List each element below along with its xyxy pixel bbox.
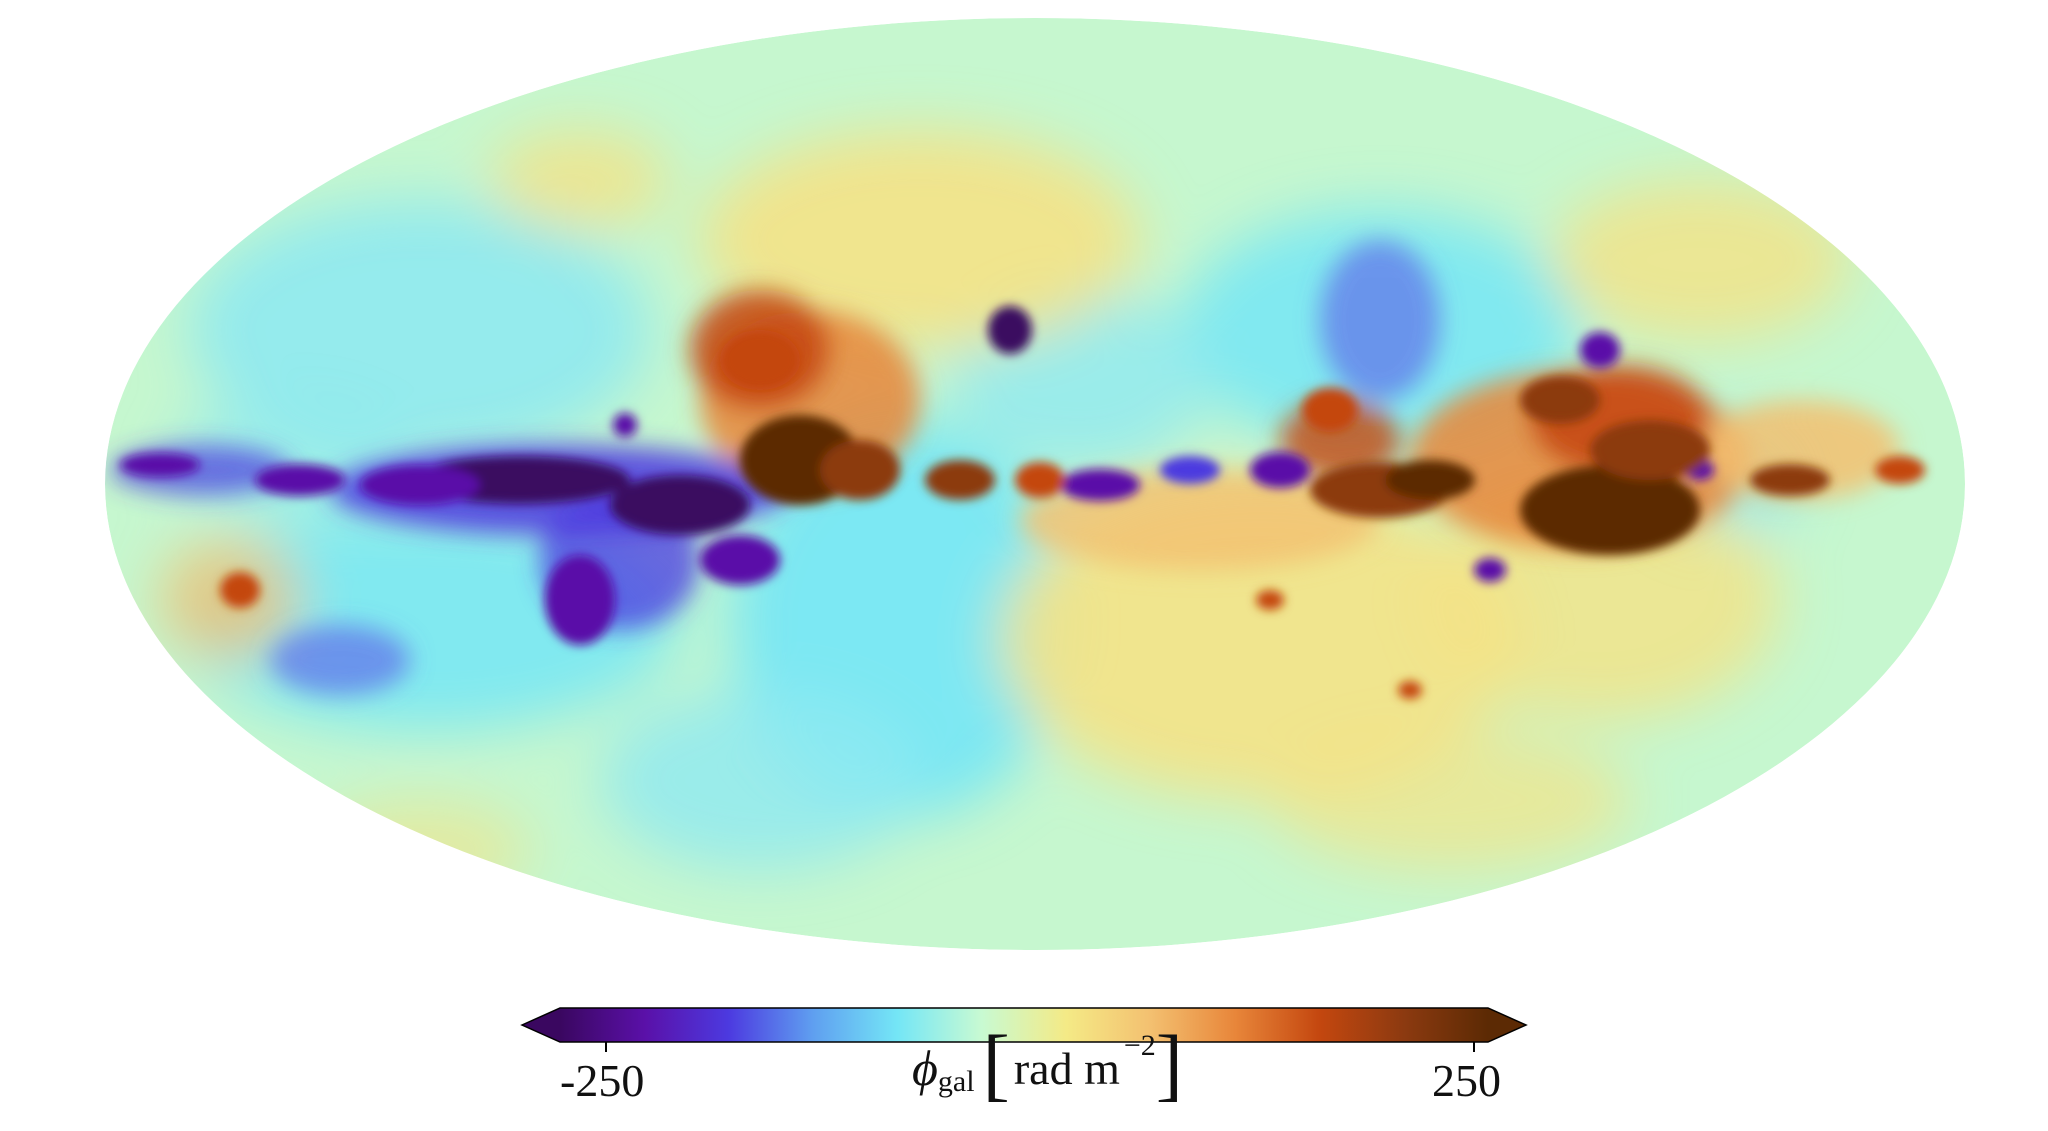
- colorbar-outline: [520, 1007, 1528, 1043]
- colorbar-bar: [560, 1008, 1488, 1042]
- colorbar-label-bracket-open: [: [982, 1018, 1010, 1109]
- colorbar-label-unit: rad m: [1013, 1042, 1120, 1094]
- colorbar-label-superscript: −2: [1123, 1029, 1156, 1062]
- mollweide-projection: [105, 18, 1965, 950]
- colorbar-label: ϕ gal [ rad m −2 ]: [912, 1018, 1183, 1118]
- colorbar-extend-max: [1488, 1008, 1526, 1042]
- colorbar-label-bracket-close: ]: [1155, 1018, 1184, 1109]
- colorbar: [520, 1007, 1528, 1052]
- small-scale-structure: [120, 306, 1925, 699]
- colorbar-extend-min: [522, 1008, 560, 1042]
- colorbar-label-symbol: ϕ: [912, 1040, 938, 1096]
- colorbar-tick-label-min: -250: [560, 1055, 645, 1106]
- colorbar-tick-label-max: 250: [1432, 1055, 1501, 1106]
- colorbar-label-subscript: gal: [937, 1065, 975, 1098]
